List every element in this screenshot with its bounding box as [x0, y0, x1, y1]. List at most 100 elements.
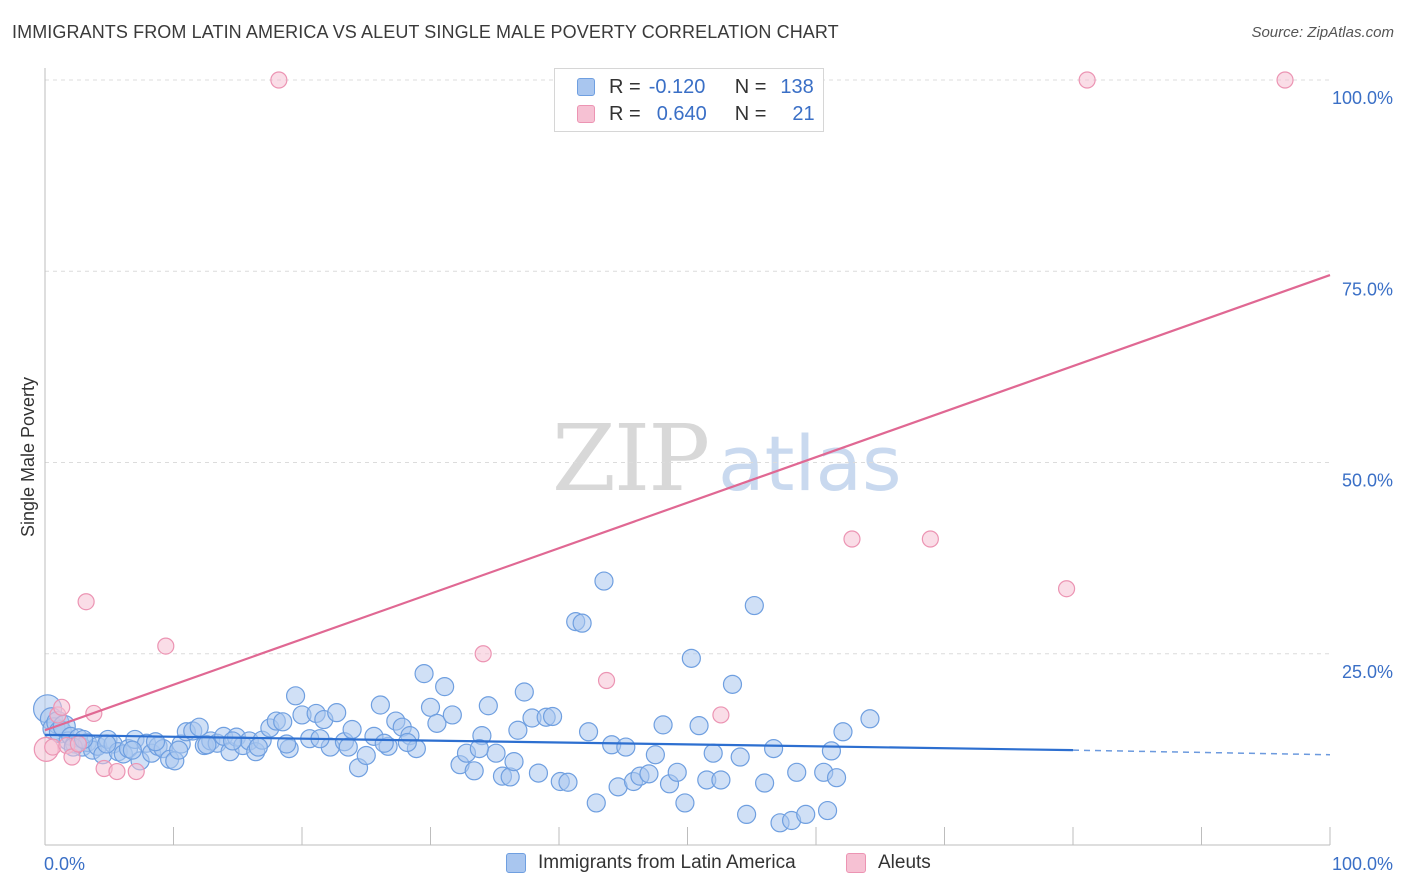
point-aleut	[1078, 71, 1096, 89]
point-aleut	[69, 735, 88, 753]
point-latin-america	[427, 713, 447, 733]
point-latin-america	[370, 695, 390, 715]
point-latin-america	[763, 739, 784, 759]
legend-row-series2: R = 0.640 N = 21	[577, 101, 815, 127]
point-aleut	[157, 637, 175, 655]
point-latin-america	[514, 682, 534, 702]
point-aleut	[474, 645, 492, 663]
point-latin-america	[594, 571, 614, 591]
source-label: Source: ZipAtlas.com	[1251, 24, 1394, 41]
point-latin-america	[826, 768, 847, 788]
point-aleut	[921, 530, 939, 548]
y-tick-label: 25.0%	[1342, 662, 1393, 682]
point-aleut	[127, 762, 145, 781]
point-latin-america	[542, 706, 563, 727]
point-latin-america	[572, 613, 592, 633]
bottom-legend-series2: Aleuts	[846, 852, 931, 874]
point-latin-america	[374, 733, 394, 753]
legend-r-label: R =	[609, 102, 641, 125]
point-aleut	[270, 71, 288, 89]
point-latin-america	[420, 697, 441, 717]
point-latin-america	[442, 705, 462, 725]
point-latin-america	[730, 747, 750, 767]
point-latin-america	[586, 793, 606, 813]
legend-n-label: N =	[734, 102, 767, 125]
point-latin-america	[754, 773, 775, 793]
point-latin-america	[821, 741, 842, 761]
point-latin-america	[833, 722, 853, 742]
legend-r-label: R =	[609, 75, 641, 98]
point-aleut	[712, 706, 730, 724]
watermark-zip: ZIP	[552, 405, 708, 512]
point-latin-america	[122, 740, 142, 760]
point-latin-america	[397, 732, 417, 753]
point-latin-america	[285, 686, 306, 706]
trendline-latin-america-extension	[1072, 749, 1331, 756]
legend-r-value: 0.640	[656, 102, 707, 125]
y-tick-label: 75.0%	[1342, 279, 1393, 299]
bottom-legend-series1: Immigrants from Latin America	[506, 852, 796, 874]
bottom-legend-swatch-blue	[506, 853, 526, 873]
point-latin-america	[616, 737, 636, 757]
point-latin-america	[223, 731, 243, 751]
point-latin-america	[675, 793, 695, 813]
point-latin-america	[796, 804, 816, 825]
point-aleut	[1276, 71, 1294, 89]
point-latin-america	[478, 696, 498, 716]
point-latin-america	[722, 674, 743, 694]
point-latin-america	[528, 763, 549, 783]
point-latin-america	[558, 772, 578, 792]
point-latin-america	[327, 703, 347, 723]
x-tick-label: 100.0%	[1332, 854, 1393, 874]
point-latin-america	[578, 722, 599, 742]
trendline-aleut	[44, 274, 1331, 732]
point-aleut	[44, 738, 62, 756]
point-latin-america	[737, 804, 757, 825]
point-latin-america	[486, 743, 506, 763]
point-latin-america	[860, 709, 880, 729]
bottom-legend-label-blue: Immigrants from Latin America	[538, 852, 796, 873]
legend-swatch-pink	[577, 105, 595, 123]
point-aleut	[108, 762, 126, 781]
point-aleut	[1057, 580, 1076, 598]
point-aleut	[77, 593, 95, 611]
y-tick-label: 100.0%	[1332, 88, 1393, 108]
legend-row-series1: R = -0.120 N = 138	[577, 74, 814, 100]
point-latin-america	[338, 737, 358, 757]
point-latin-america	[97, 734, 117, 754]
chart-title: IMMIGRANTS FROM LATIN AMERICA VS ALEUT S…	[12, 22, 839, 42]
point-latin-america	[464, 761, 484, 781]
legend-r-value: -0.120	[648, 75, 706, 98]
point-latin-america	[817, 800, 838, 821]
point-latin-america	[414, 664, 434, 684]
legend-swatch-blue	[577, 78, 595, 96]
x-tick-label: 0.0%	[44, 854, 85, 874]
point-latin-america	[787, 762, 807, 782]
point-latin-america	[711, 770, 731, 790]
point-latin-america	[653, 715, 673, 735]
bottom-legend-swatch-pink	[846, 853, 866, 873]
point-latin-america	[248, 737, 268, 757]
point-latin-america	[342, 719, 362, 740]
trendline-latin-america	[44, 733, 1074, 752]
legend-n-label: N =	[734, 75, 767, 98]
point-aleut	[53, 698, 71, 716]
y-tick-label: 50.0%	[1342, 471, 1393, 491]
point-latin-america	[689, 716, 709, 736]
y-axis-label: Single Male Poverty	[18, 377, 38, 537]
legend-box: R = -0.120 N = 138 R = 0.640 N = 21	[554, 68, 824, 132]
point-latin-america	[169, 740, 189, 760]
point-latin-america	[273, 712, 293, 732]
point-latin-america	[681, 648, 701, 668]
point-latin-america	[197, 735, 217, 755]
point-latin-america	[356, 745, 376, 766]
point-latin-america	[645, 745, 665, 765]
point-latin-america	[469, 739, 489, 759]
point-latin-america	[744, 595, 764, 616]
legend-n-value: 21	[792, 102, 815, 125]
point-latin-america	[508, 720, 528, 740]
point-latin-america	[703, 743, 723, 763]
point-latin-america	[435, 677, 455, 697]
bottom-legend-label-pink: Aleuts	[878, 852, 931, 873]
